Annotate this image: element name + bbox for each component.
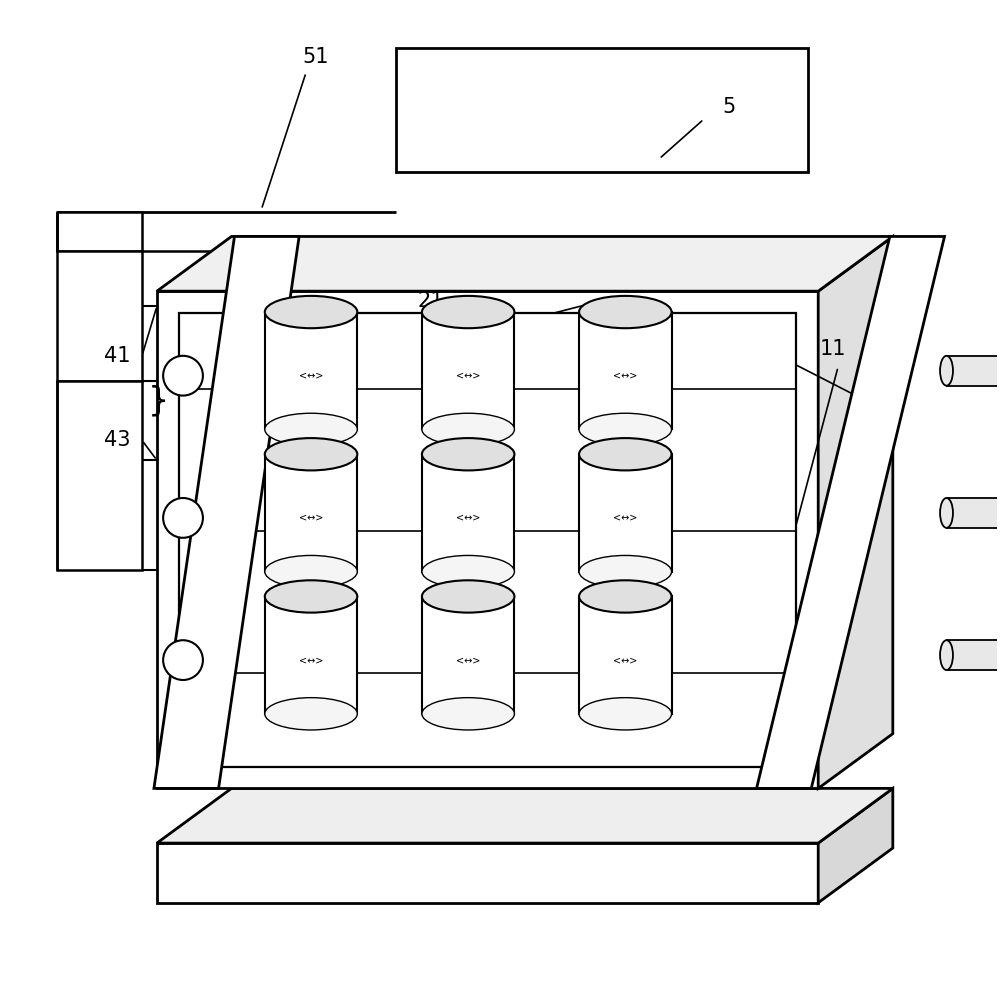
Polygon shape xyxy=(818,788,893,903)
Text: <↔>: <↔> xyxy=(299,655,323,665)
Bar xyxy=(947,640,1000,670)
Text: 43: 43 xyxy=(104,430,130,450)
Polygon shape xyxy=(157,843,818,903)
Text: 2: 2 xyxy=(250,321,263,341)
Bar xyxy=(179,313,796,767)
Ellipse shape xyxy=(422,555,514,588)
Bar xyxy=(422,596,514,714)
Ellipse shape xyxy=(579,438,672,470)
Polygon shape xyxy=(157,291,818,788)
Ellipse shape xyxy=(940,356,953,386)
Ellipse shape xyxy=(579,413,672,446)
Polygon shape xyxy=(154,236,299,788)
Ellipse shape xyxy=(422,438,514,470)
Ellipse shape xyxy=(265,413,357,446)
Text: 51: 51 xyxy=(303,47,329,67)
Ellipse shape xyxy=(422,580,514,613)
Ellipse shape xyxy=(422,698,514,730)
Text: 11: 11 xyxy=(820,339,846,359)
Ellipse shape xyxy=(265,580,357,613)
Text: <↔>: <↔> xyxy=(456,371,480,381)
Text: <↔>: <↔> xyxy=(613,655,637,665)
Bar xyxy=(57,212,142,251)
Text: <↔>: <↔> xyxy=(613,371,637,381)
Bar xyxy=(265,312,357,429)
Text: }: } xyxy=(148,384,169,417)
Polygon shape xyxy=(157,788,893,843)
Ellipse shape xyxy=(422,296,514,328)
Ellipse shape xyxy=(940,640,953,670)
Circle shape xyxy=(163,640,203,680)
Circle shape xyxy=(163,498,203,538)
Text: <↔>: <↔> xyxy=(299,513,323,523)
Bar xyxy=(57,381,142,570)
Bar xyxy=(422,312,514,429)
Text: <↔>: <↔> xyxy=(613,513,637,523)
Text: 1: 1 xyxy=(752,323,765,343)
Ellipse shape xyxy=(579,580,672,613)
Polygon shape xyxy=(757,236,945,788)
Ellipse shape xyxy=(579,296,672,328)
Ellipse shape xyxy=(265,296,357,328)
Bar xyxy=(947,356,1000,386)
Text: <↔>: <↔> xyxy=(456,655,480,665)
Bar xyxy=(422,454,514,572)
Bar xyxy=(579,454,672,572)
Bar xyxy=(947,498,1000,528)
Text: 21: 21 xyxy=(417,291,444,311)
Ellipse shape xyxy=(265,698,357,730)
Polygon shape xyxy=(157,236,893,291)
Bar xyxy=(265,596,357,714)
Ellipse shape xyxy=(265,438,357,470)
Bar xyxy=(57,251,142,381)
Ellipse shape xyxy=(579,555,672,588)
Ellipse shape xyxy=(940,498,953,528)
Bar xyxy=(579,596,672,714)
Circle shape xyxy=(163,356,203,396)
Bar xyxy=(265,454,357,572)
Text: 4: 4 xyxy=(180,391,193,411)
Polygon shape xyxy=(818,236,893,788)
Text: 5: 5 xyxy=(722,97,735,117)
Text: 41: 41 xyxy=(104,346,130,366)
Text: <↔>: <↔> xyxy=(299,371,323,381)
Ellipse shape xyxy=(265,555,357,588)
Ellipse shape xyxy=(422,413,514,446)
Bar xyxy=(396,48,808,172)
Ellipse shape xyxy=(579,698,672,730)
Text: <↔>: <↔> xyxy=(456,513,480,523)
Text: 3: 3 xyxy=(483,303,497,323)
Bar xyxy=(579,312,672,429)
